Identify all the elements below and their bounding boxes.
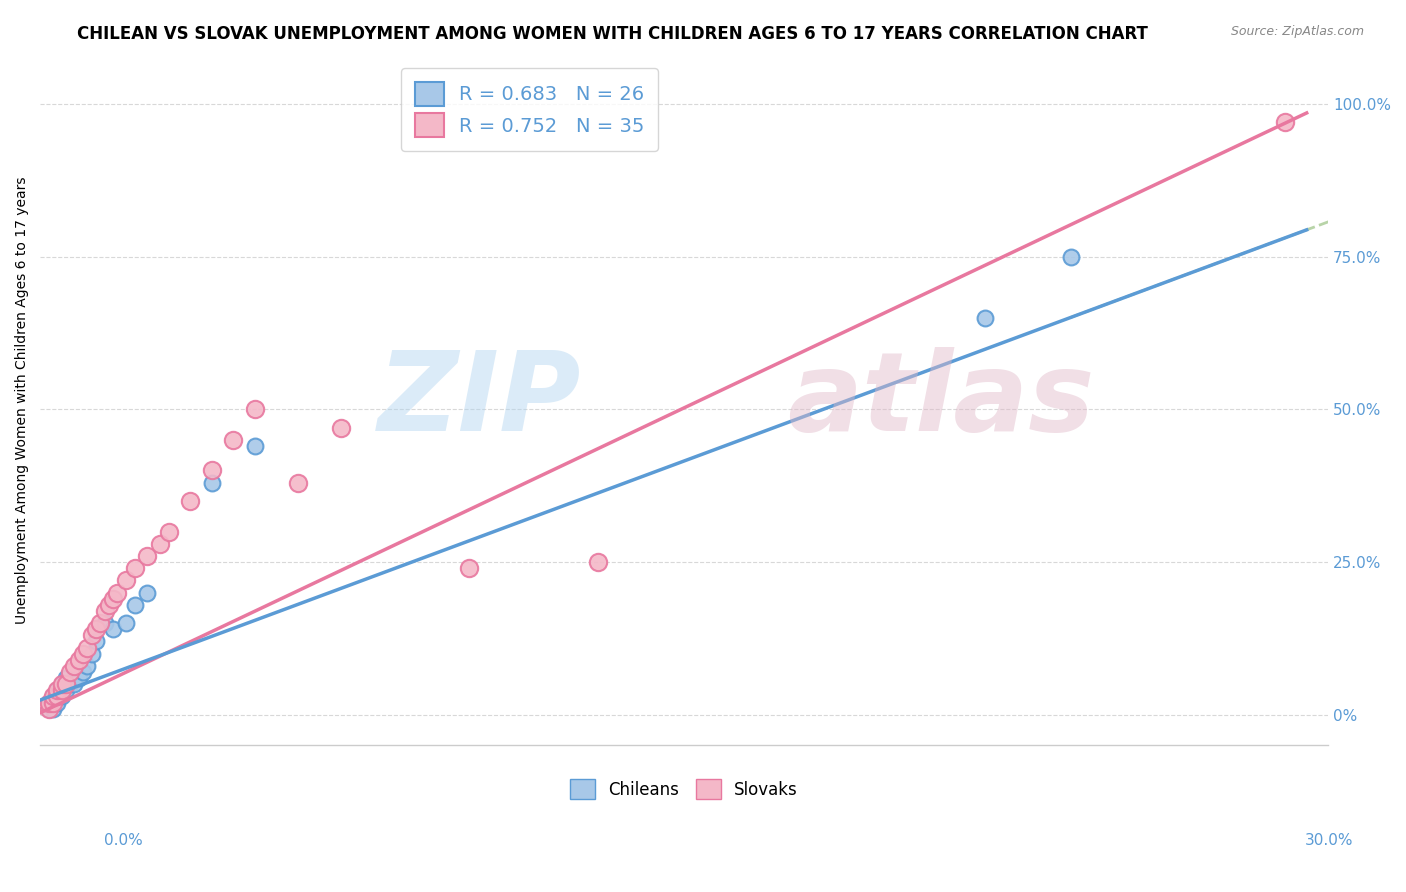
Point <box>67 653 90 667</box>
Point <box>243 439 266 453</box>
Point <box>84 634 107 648</box>
Point <box>38 701 60 715</box>
Point <box>287 475 309 490</box>
Point <box>46 696 69 710</box>
Point <box>55 677 77 691</box>
Point <box>115 616 138 631</box>
Point <box>124 561 146 575</box>
Point <box>67 671 90 685</box>
Point <box>201 475 224 490</box>
Text: 30.0%: 30.0% <box>1305 833 1353 847</box>
Point <box>157 524 180 539</box>
Point <box>222 433 245 447</box>
Point <box>179 494 201 508</box>
Point <box>136 585 159 599</box>
Text: CHILEAN VS SLOVAK UNEMPLOYMENT AMONG WOMEN WITH CHILDREN AGES 6 TO 17 YEARS CORR: CHILEAN VS SLOVAK UNEMPLOYMENT AMONG WOM… <box>77 25 1149 43</box>
Point <box>63 677 86 691</box>
Point <box>89 616 111 631</box>
Point <box>38 701 60 715</box>
Point <box>38 696 60 710</box>
Point <box>329 420 352 434</box>
Text: Source: ZipAtlas.com: Source: ZipAtlas.com <box>1230 25 1364 38</box>
Point <box>51 690 73 704</box>
Legend: Chileans, Slovaks: Chileans, Slovaks <box>564 772 804 806</box>
Point <box>51 677 73 691</box>
Point <box>51 677 73 691</box>
Point <box>80 628 103 642</box>
Point <box>42 701 65 715</box>
Point <box>42 690 65 704</box>
Point <box>72 647 94 661</box>
Text: ZIP: ZIP <box>378 347 581 454</box>
Point <box>93 604 115 618</box>
Point <box>973 310 995 325</box>
Y-axis label: Unemployment Among Women with Children Ages 6 to 17 years: Unemployment Among Women with Children A… <box>15 177 30 624</box>
Point <box>1274 115 1296 129</box>
Point <box>101 591 124 606</box>
Text: atlas: atlas <box>787 347 1094 454</box>
Text: 0.0%: 0.0% <box>104 833 143 847</box>
Point <box>93 616 115 631</box>
Point <box>46 683 69 698</box>
Point <box>105 585 128 599</box>
Point <box>201 463 224 477</box>
Point <box>38 696 60 710</box>
Point <box>46 683 69 698</box>
Point <box>55 683 77 698</box>
Point <box>51 683 73 698</box>
Point <box>59 665 82 679</box>
Point <box>1059 250 1081 264</box>
Point <box>72 665 94 679</box>
Point <box>76 640 98 655</box>
Point <box>59 677 82 691</box>
Point <box>42 690 65 704</box>
Point <box>588 555 610 569</box>
Point <box>55 671 77 685</box>
Point <box>243 402 266 417</box>
Point <box>42 696 65 710</box>
Point <box>76 659 98 673</box>
Point <box>149 537 172 551</box>
Point <box>63 659 86 673</box>
Point <box>97 598 120 612</box>
Point <box>84 622 107 636</box>
Point <box>80 647 103 661</box>
Point <box>101 622 124 636</box>
Point <box>124 598 146 612</box>
Point <box>458 561 481 575</box>
Point <box>136 549 159 563</box>
Point <box>46 690 69 704</box>
Point <box>115 574 138 588</box>
